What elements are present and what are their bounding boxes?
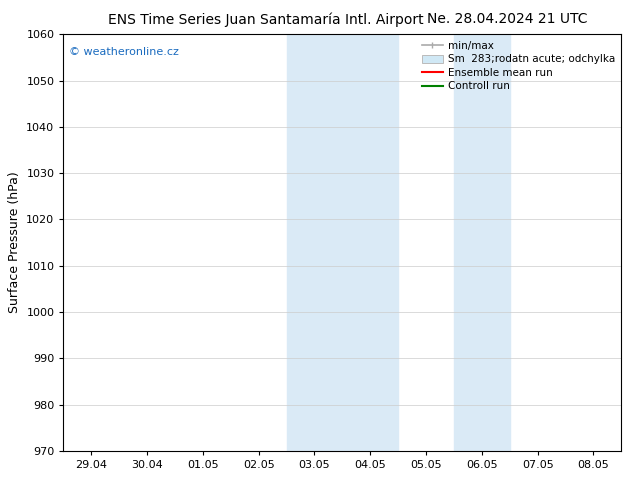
Text: Ne. 28.04.2024 21 UTC: Ne. 28.04.2024 21 UTC [427,12,588,26]
Text: ENS Time Series Juan Santamaría Intl. Airport: ENS Time Series Juan Santamaría Intl. Ai… [108,12,424,27]
Bar [454,34,510,451]
Bar [342,34,398,451]
Y-axis label: Surface Pressure (hPa): Surface Pressure (hPa) [8,172,21,314]
Legend: min/max, Sm  283;rodatn acute; odchylka, Ensemble mean run, Controll run: min/max, Sm 283;rodatn acute; odchylka, … [418,37,618,95]
Bar [287,34,342,451]
Text: © weatheronline.cz: © weatheronline.cz [69,47,179,57]
